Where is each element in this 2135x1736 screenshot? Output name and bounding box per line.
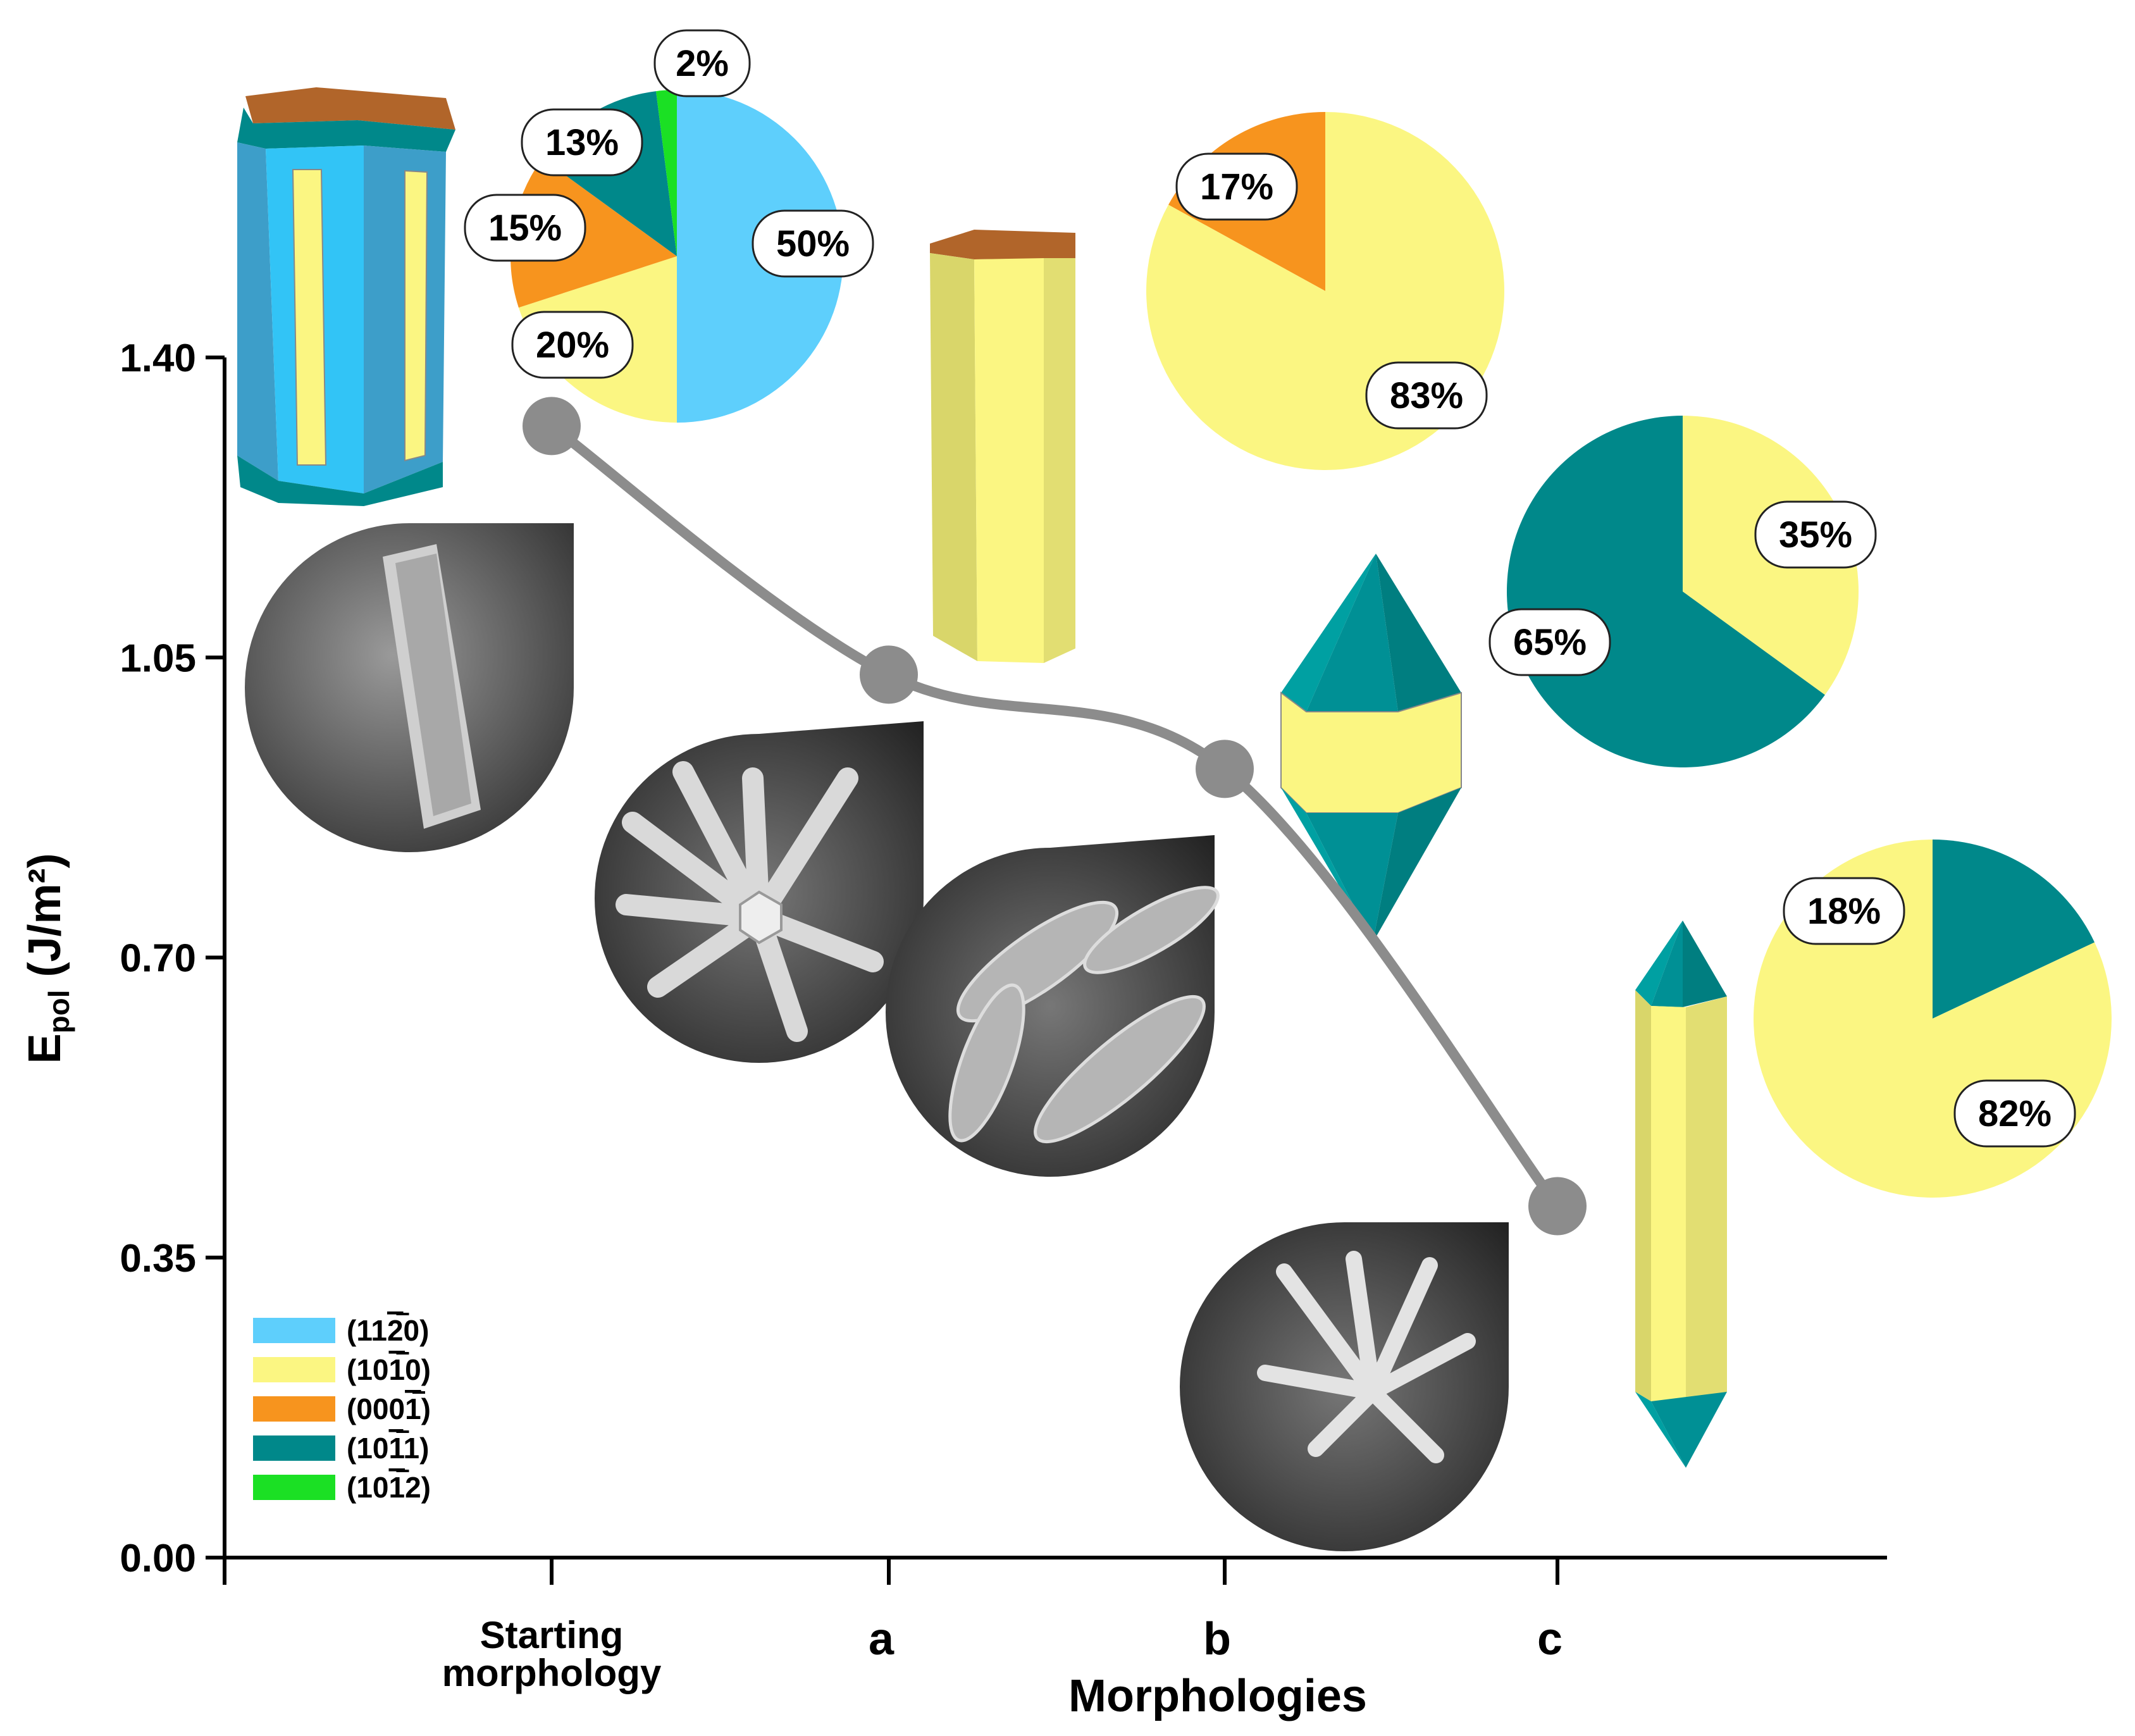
y-tick-label: 1.05	[120, 636, 196, 680]
legend-label-part: 0)	[405, 1353, 431, 1386]
pie-label: 35%	[1779, 514, 1852, 555]
x-category-label-line: Starting	[480, 1614, 624, 1656]
x-category-label: b	[1203, 1614, 1231, 1665]
legend-swatch	[253, 1435, 335, 1461]
legend-label-part: (000	[347, 1392, 405, 1425]
pie-label-bubble	[464, 194, 586, 262]
pie-label: 2%	[676, 43, 729, 84]
pie-starting-morphology: 50% 20% 15% 13% 2%	[464, 29, 874, 423]
legend-label: (1012)	[347, 1471, 431, 1504]
pie-label: 15%	[488, 208, 562, 249]
legend-label-part: (10	[347, 1353, 388, 1386]
pie-label-bubble	[752, 209, 874, 278]
legend-label-part: (11	[347, 1314, 387, 1347]
legend-label-bar: 1	[388, 1471, 405, 1504]
pie-label: 13%	[545, 122, 619, 163]
x-category-label-line: b	[1203, 1614, 1231, 1665]
pie-label-bubble	[1953, 1079, 2076, 1148]
y-tick-label: 0.70	[120, 937, 196, 981]
pie-label: 20%	[536, 325, 609, 366]
x-category-label: c	[1537, 1614, 1563, 1665]
legend-label-bar: 1	[388, 1353, 405, 1386]
legend-label-part: 2)	[405, 1471, 431, 1504]
sem-image-b	[886, 835, 1220, 1177]
legend-label-bar: 2	[387, 1314, 404, 1347]
legend-label: (1011)	[347, 1432, 429, 1465]
y-tick-label: 0.35	[120, 1237, 196, 1280]
y-axis-title: Epol (J/m²)	[20, 853, 75, 1063]
series-curve	[548, 421, 1562, 1210]
data-point	[860, 645, 918, 704]
pie-label-bubble	[653, 29, 751, 97]
legend-label-bar: 1	[405, 1392, 421, 1425]
data-point	[1528, 1177, 1587, 1236]
legend-label-part: )	[421, 1392, 431, 1425]
x-category-label: Starting morphology	[442, 1614, 662, 1694]
sem-image-start	[245, 523, 574, 852]
pie-label-bubble	[521, 108, 643, 177]
pie-b: 35% 65%	[1488, 416, 1877, 768]
pie-label: 50%	[776, 223, 850, 264]
pie-label-bubble	[1754, 500, 1877, 569]
crystal-model-b	[1280, 554, 1462, 943]
y-tick-label: 0.00	[120, 1537, 196, 1580]
legend-label: (1010)	[347, 1353, 431, 1386]
series-line	[548, 421, 1562, 1210]
y-ticks: 0.00 0.35 0.70 1.05 1.40	[120, 337, 225, 1580]
pie-label-bubble	[1365, 361, 1488, 430]
legend-label-part: 0)	[404, 1314, 430, 1347]
legend-swatch	[253, 1318, 335, 1343]
pie-label: 17%	[1200, 166, 1273, 208]
legend-swatch	[253, 1475, 335, 1500]
pie-label-bubble	[1783, 877, 1905, 945]
sem-image-c	[1180, 1222, 1509, 1551]
crystal-model-start	[237, 87, 455, 506]
y-tick-label: 1.40	[120, 337, 196, 380]
x-category-label-line: a	[869, 1614, 894, 1665]
pie-label-bubble	[1175, 152, 1298, 221]
pie-label: 18%	[1807, 891, 1881, 932]
pie-label: 82%	[1978, 1093, 2051, 1134]
pie-slice	[1933, 840, 2095, 1019]
crystal-model-c	[1635, 921, 1727, 1468]
x-category-label-line: c	[1537, 1614, 1563, 1665]
sem-image-a	[595, 721, 924, 1063]
pie-label: 83%	[1390, 375, 1463, 416]
pie-label-bubble	[511, 311, 634, 379]
pie-slice	[656, 90, 677, 256]
legend-label-bar: 1	[388, 1432, 404, 1465]
data-point	[523, 397, 581, 456]
x-ticks: Starting morphology a b c	[223, 1558, 1563, 1694]
legend-label-part: (10	[347, 1471, 388, 1504]
pie-charts: 50% 20% 15% 13% 2% 83% 17% 35% 65% 82% 18%	[464, 29, 2112, 1198]
pie-label-bubble	[1488, 608, 1611, 676]
x-category-label-line: morphology	[442, 1652, 662, 1694]
data-point	[1196, 740, 1254, 798]
pie-a: 83% 17%	[1146, 112, 1504, 470]
x-category-label: a	[869, 1614, 894, 1665]
legend-swatch	[253, 1396, 335, 1422]
legend-label-part: 1)	[404, 1432, 430, 1465]
legend-label-part: (10	[347, 1432, 388, 1465]
legend-label: (1120)	[347, 1314, 429, 1347]
crystal-model-a	[930, 230, 1075, 663]
pie-slice	[1506, 416, 1825, 768]
legend-swatch	[253, 1357, 335, 1382]
pie-label: 65%	[1513, 622, 1587, 663]
legend-label: (0001)	[347, 1392, 431, 1425]
x-axis-title: Morphologies	[1068, 1671, 1367, 1721]
legend: (1120)(1010)(0001)(1011)(1012)	[253, 1313, 431, 1504]
pie-c: 82% 18%	[1754, 840, 2112, 1198]
data-markers	[523, 397, 1587, 1236]
